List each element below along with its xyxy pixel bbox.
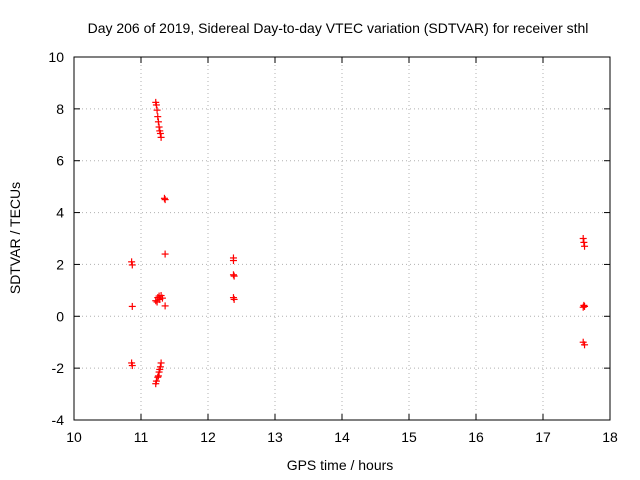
y-axis-label: SDTVAR / TECUs [7, 182, 23, 294]
data-point [229, 257, 237, 265]
data-point [128, 261, 136, 269]
y-tick-label: -4 [52, 412, 65, 428]
x-tick-label: 11 [134, 429, 149, 445]
data-point [581, 302, 589, 310]
data-point [160, 194, 168, 202]
y-tick-label: 8 [56, 101, 64, 117]
data-point [161, 302, 169, 310]
data-points [128, 98, 589, 388]
data-point [152, 377, 160, 385]
data-point [161, 196, 169, 204]
data-point [580, 238, 588, 246]
axis-ticks [73, 56, 611, 421]
data-point [229, 271, 237, 279]
x-tick-label: 16 [468, 429, 484, 445]
data-point [157, 133, 165, 141]
data-point [154, 372, 162, 380]
data-point [154, 113, 162, 121]
data-point [152, 101, 160, 109]
x-tick-label: 12 [200, 429, 216, 445]
chart-title: Day 206 of 2019, Sidereal Day-to-day VTE… [88, 20, 589, 36]
y-tick-label: 2 [56, 256, 64, 272]
x-tick-label: 18 [602, 429, 618, 445]
data-point [579, 235, 587, 242]
data-point [158, 294, 166, 302]
x-tick-label: 17 [535, 429, 551, 445]
data-point [580, 301, 588, 309]
data-point [581, 341, 589, 349]
data-point [155, 123, 163, 131]
x-tick-label: 14 [334, 429, 350, 445]
y-tick-label: 0 [56, 308, 64, 324]
y-tick-label: -2 [52, 360, 65, 376]
data-point [161, 250, 169, 258]
data-point [154, 118, 162, 126]
x-axis-label: GPS time / hours [287, 457, 394, 473]
x-tick-label: 15 [401, 429, 417, 445]
x-tick-label: 13 [267, 429, 283, 445]
data-point [156, 363, 164, 371]
data-point [128, 302, 136, 310]
data-point [230, 295, 238, 303]
x-tick-label: 10 [66, 429, 82, 445]
y-tick-label: 10 [48, 49, 64, 65]
data-point [157, 359, 165, 367]
data-point [128, 362, 136, 370]
data-point [581, 242, 589, 250]
data-point [156, 129, 164, 137]
data-point [154, 373, 162, 381]
data-point [153, 106, 161, 114]
data-point [230, 272, 238, 280]
y-tick-label: 4 [56, 205, 64, 221]
tick-labels: 10 11 12 13 14 15 16 17 18 -4 -2 0 2 4 6 8 10 [48, 49, 618, 445]
data-point [128, 258, 136, 266]
y-tick-label: 6 [56, 153, 64, 169]
grid-lines [74, 57, 610, 420]
